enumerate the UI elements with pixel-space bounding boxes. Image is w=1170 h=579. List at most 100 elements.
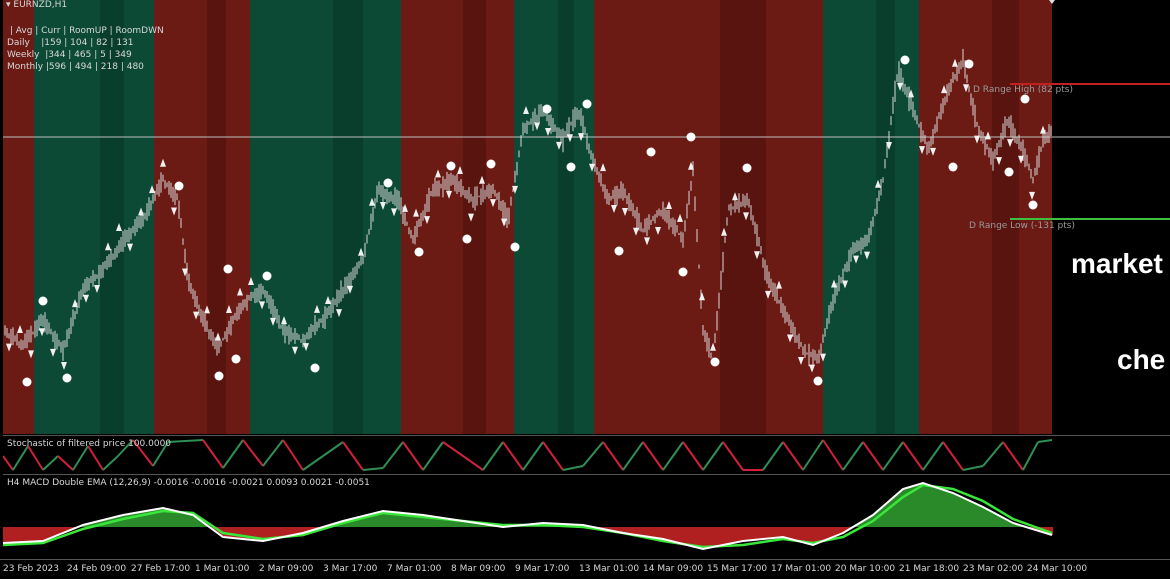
stochastic-segment xyxy=(222,439,244,469)
arrow-icon xyxy=(336,309,342,318)
stochastic-segment xyxy=(682,441,704,471)
arrow-icon xyxy=(677,213,683,222)
stochastic-panel[interactable]: Stochastic of filtered price 100.0000 xyxy=(3,435,1170,474)
arrow-icon xyxy=(105,242,111,251)
stochastic-segment xyxy=(702,441,724,471)
time-axis-label: 14 Mar 09:00 xyxy=(643,564,704,574)
arrow-icon xyxy=(402,203,408,212)
stats-monthly: Monthly |596 | 494 | 218 | 480 xyxy=(7,62,144,72)
arrow-icon xyxy=(237,287,243,296)
arrow-icon xyxy=(39,328,45,337)
arrow-icon xyxy=(875,179,881,188)
arrow-icon xyxy=(1018,155,1024,164)
signal-dot-icon xyxy=(900,55,910,65)
zone-bear xyxy=(594,0,823,434)
signal-dot-icon xyxy=(446,161,456,171)
signal-dot-icon xyxy=(1020,94,1030,104)
signal-dot-icon xyxy=(62,373,72,383)
corner-marker-icon xyxy=(1049,0,1055,4)
arrow-icon xyxy=(820,353,826,362)
arrow-icon xyxy=(446,190,452,199)
zone-bull xyxy=(34,0,154,434)
range-high-label: D Range High (82 pts) xyxy=(973,85,1073,95)
arrow-icon xyxy=(908,89,914,98)
arrow-icon xyxy=(556,141,562,150)
signal-dot-icon xyxy=(742,163,752,173)
arrow-icon xyxy=(325,296,331,305)
stochastic-segment xyxy=(382,441,404,469)
time-axis-label: 2 Mar 09:00 xyxy=(259,564,314,574)
macd-panel[interactable]: H4 MACD Double EMA (12,26,9) -0.0016 -0.… xyxy=(3,474,1170,560)
signal-dot-icon xyxy=(414,247,424,257)
stochastic-segment xyxy=(132,439,154,467)
arrow-icon xyxy=(369,197,375,206)
zone-bull xyxy=(514,0,594,434)
stochastic-segment xyxy=(442,441,464,457)
stochastic-segment xyxy=(1037,439,1053,443)
arrow-icon xyxy=(17,325,23,334)
time-axis-label: 1 Mar 01:00 xyxy=(195,564,250,574)
signal-dot-icon xyxy=(542,104,552,114)
stochastic-segment xyxy=(762,441,784,471)
arrow-icon xyxy=(204,305,210,314)
macd-title: H4 MACD Double EMA (12,26,9) -0.0016 -0.… xyxy=(7,478,370,488)
stochastic-segment xyxy=(262,439,284,467)
time-axis-label: 24 Mar 10:00 xyxy=(1027,564,1088,574)
stochastic-segment xyxy=(1022,441,1039,471)
stochastic-segment xyxy=(942,441,964,471)
arrow-icon xyxy=(303,343,309,352)
arrow-icon xyxy=(512,185,518,194)
stochastic-segment xyxy=(802,439,824,471)
stochastic-segment xyxy=(362,467,384,471)
macd-chart[interactable] xyxy=(3,475,1170,560)
signal-dot-icon xyxy=(262,271,272,281)
arrow-icon xyxy=(292,346,298,355)
signal-dot-icon xyxy=(38,296,48,306)
arrow-icon xyxy=(28,350,34,359)
stochastic-segment xyxy=(882,441,904,471)
time-axis-label: 23 Feb 2023 xyxy=(3,564,60,574)
stochastic-segment xyxy=(582,441,604,467)
main-price-panel[interactable]: ▾ EURNZD,H1 | Avg | Curr | RoomUP | Room… xyxy=(3,0,1170,434)
signal-dot-icon xyxy=(383,178,393,188)
range-low-label: D Range Low (-131 pts) xyxy=(969,221,1076,231)
arrow-icon xyxy=(248,277,254,286)
arrow-icon xyxy=(721,227,727,236)
stochastic-segment xyxy=(202,439,224,469)
arrow-icon xyxy=(996,157,1002,166)
arrow-icon xyxy=(930,147,936,156)
arrow-icon xyxy=(138,207,144,216)
zone-stripe xyxy=(333,0,363,434)
arrow-icon xyxy=(578,133,584,142)
collapse-arrow-icon[interactable]: ▾ xyxy=(6,0,14,10)
price-bars xyxy=(4,48,1052,367)
arrow-icon xyxy=(655,226,661,235)
arrow-icon xyxy=(809,364,815,373)
arrow-icon xyxy=(270,317,276,326)
arrow-icon xyxy=(347,285,353,294)
arrow-icon xyxy=(831,279,837,288)
arrow-icon xyxy=(864,251,870,260)
arrow-icon xyxy=(622,208,628,217)
arrow-icon xyxy=(523,105,529,114)
arrow-icon xyxy=(1040,125,1046,134)
arrow-icon xyxy=(457,166,463,175)
stochastic-chart[interactable] xyxy=(3,436,1170,474)
arrow-icon xyxy=(787,334,793,343)
arrow-icon xyxy=(1029,191,1035,200)
arrow-icon xyxy=(688,161,694,170)
arrow-icon xyxy=(600,163,606,172)
signal-dot-icon xyxy=(1004,167,1014,177)
stochastic-segment xyxy=(167,439,204,443)
stochastic-segment xyxy=(282,439,304,471)
stochastic-title: Stochastic of filtered price 100.0000 xyxy=(7,439,172,449)
stochastic-segment xyxy=(602,441,624,471)
stochastic-segment xyxy=(342,441,364,471)
arrow-icon xyxy=(776,280,782,289)
arrow-icon xyxy=(666,201,672,210)
arrow-icon xyxy=(160,158,166,167)
price-chart[interactable] xyxy=(3,0,1170,434)
arrow-icon xyxy=(182,268,188,277)
arrow-icon xyxy=(490,199,496,208)
